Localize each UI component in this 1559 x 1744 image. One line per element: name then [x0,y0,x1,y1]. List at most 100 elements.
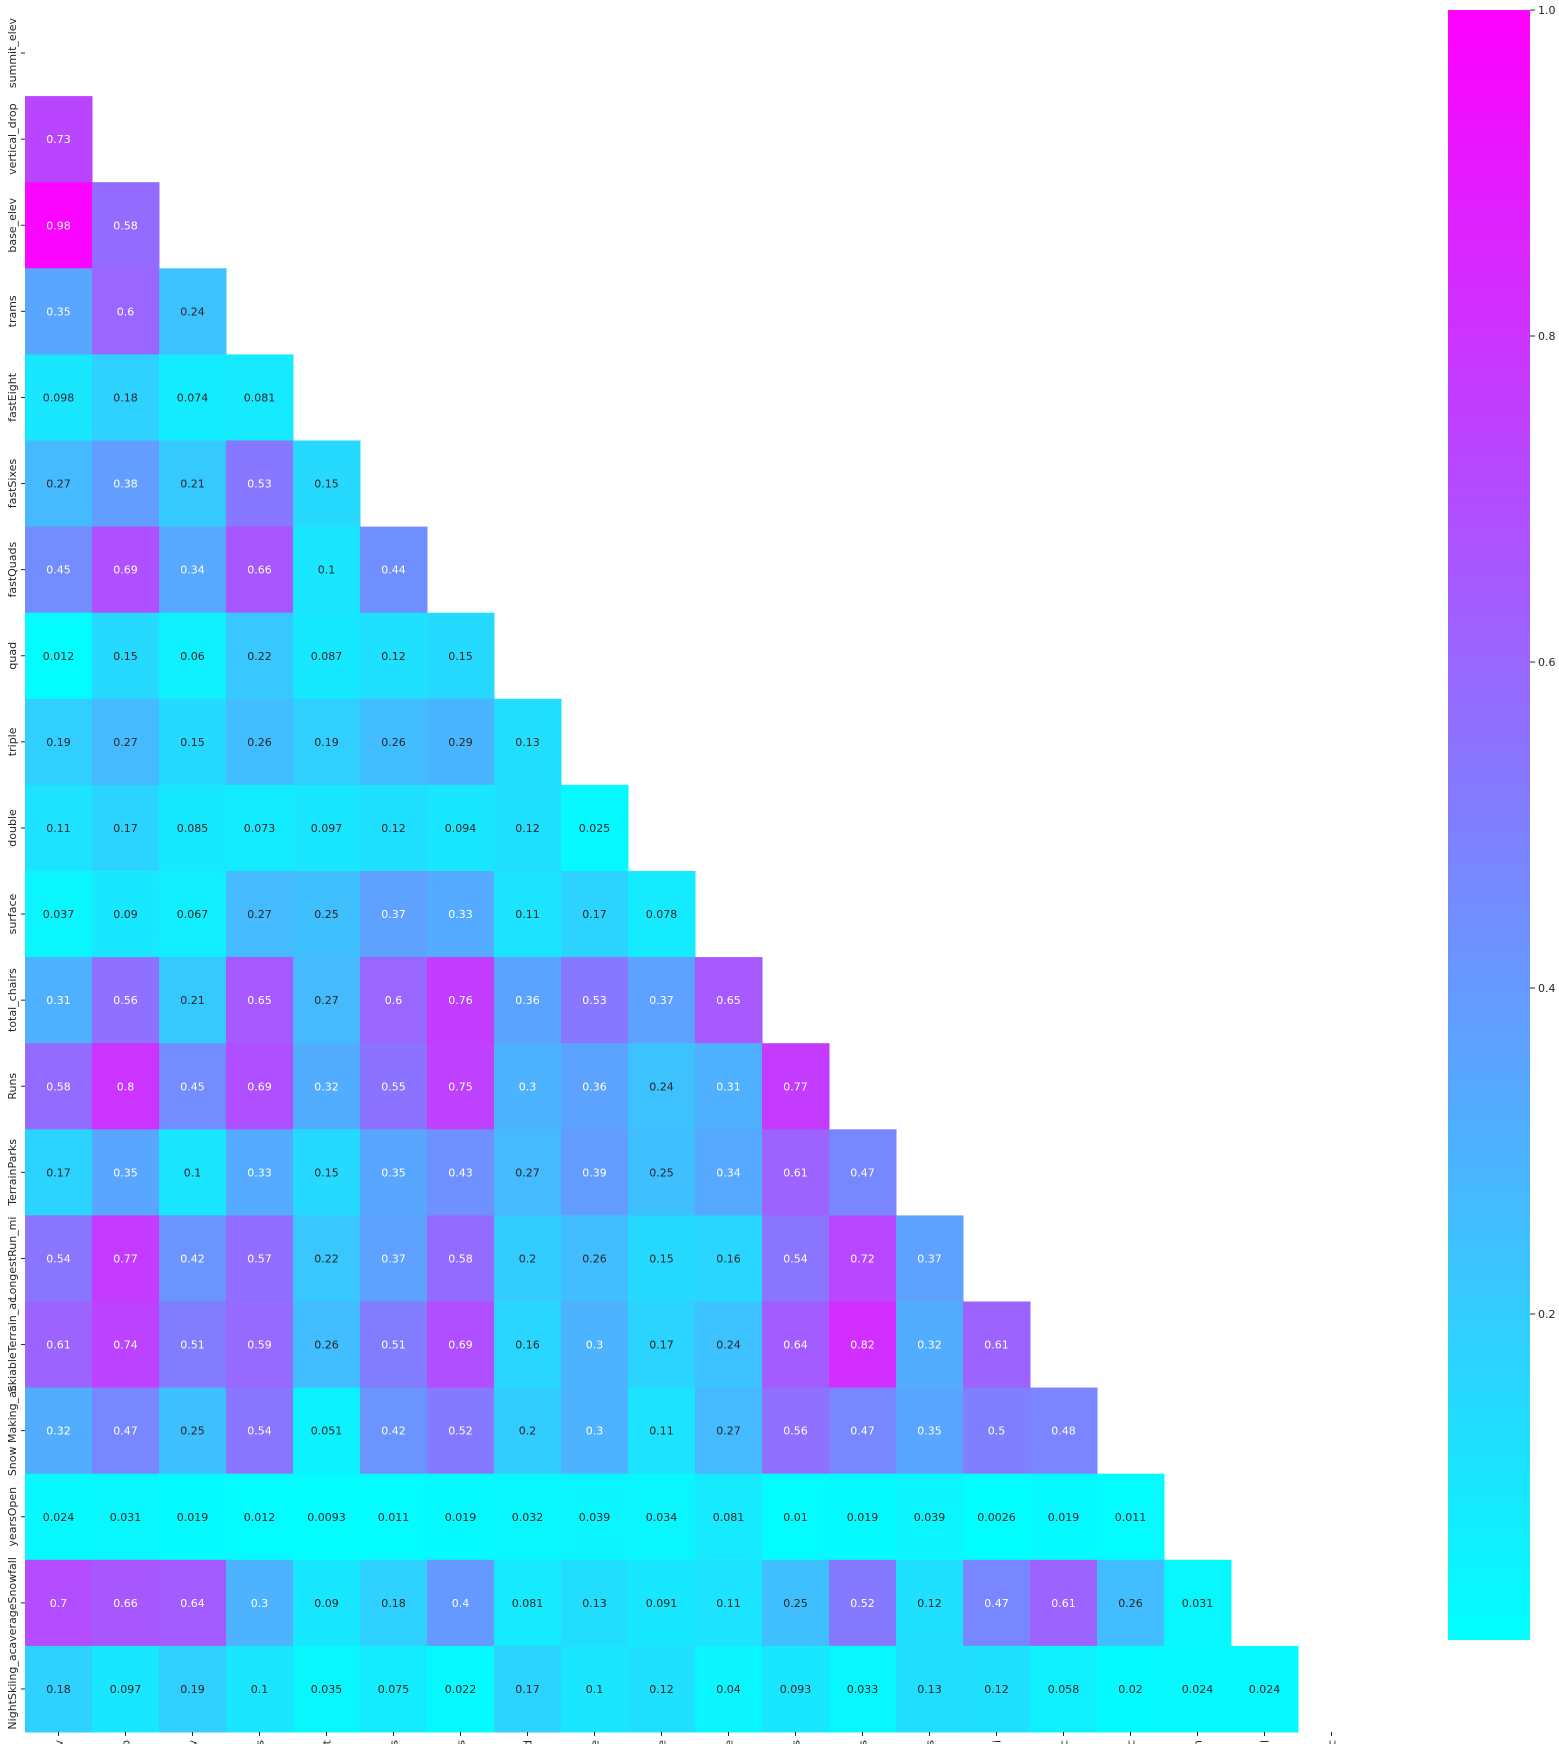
heatmap-cell [226,1387,294,1475]
colorbar-tick-label: 1.0 [1538,4,1556,17]
y-tick-label: surface [6,893,19,934]
cell-annotations: 0.73 0.98 0.58 0.35 0.6 0.24 0.098 0.18 0.074 0.0… [43,133,1281,1696]
cell-annotation: 0.53 [582,994,607,1007]
y-tick-label: NightSkiing_ac [6,1648,19,1729]
cell-annotation: 0.26 [1118,1597,1143,1610]
cell-annotation: 0.55 [381,1080,406,1093]
cell-annotation: 0.35 [113,1166,138,1179]
cell-annotation: 0.17 [113,822,138,835]
cell-annotation: 0.58 [113,219,138,232]
heatmap-cell [628,1301,696,1389]
cell-annotation: 0.69 [247,1080,272,1093]
heatmap-cell [92,1559,160,1647]
heatmap-cell [293,871,361,958]
heatmap-cell [92,440,160,528]
cell-annotation: 0.24 [649,1080,674,1093]
heatmap-cell [25,1473,93,1561]
heatmap-cell [159,784,227,872]
heatmap-cell [561,1043,629,1130]
heatmap-cell [92,1043,160,1130]
cell-annotation: 0.76 [448,994,473,1007]
cell-annotation: 0.13 [515,736,540,749]
heatmap-cell [360,1129,428,1216]
cell-annotation: 0.21 [180,478,205,491]
cell-annotation: 0.24 [716,1339,741,1352]
cell-annotation: 0.98 [46,219,71,232]
heatmap-cell [896,1387,964,1475]
heatmap-cell [92,1473,160,1561]
cell-annotation: 0.26 [247,736,272,749]
heatmap-cell [226,440,294,528]
cell-annotation: 0.04 [716,1683,741,1696]
cell-annotation: 0.19 [314,736,339,749]
x-tick-label: fastEight [321,1739,334,1744]
cell-annotation: 0.25 [783,1597,808,1610]
heatmap-cell [25,354,93,441]
heatmap-cell [963,1473,1031,1561]
x-tick-label: summit_elev [53,1740,66,1744]
cell-annotation: 0.081 [512,1597,544,1610]
cell-annotation: 0.7 [50,1597,68,1610]
cell-annotation: 0.58 [448,1252,473,1265]
y-tick-label: SkiableTerrain_ac [6,1297,19,1392]
cell-annotation: 0.26 [314,1339,339,1352]
heatmap-cell [762,1645,830,1733]
heatmap-cell [427,871,495,958]
heatmap-cell [896,1473,964,1561]
heatmap-cell [92,871,160,958]
heatmap-cell [427,698,495,786]
heatmap-cell [963,1559,1031,1647]
cell-annotation: 0.09 [314,1597,339,1610]
heatmap-cell [293,698,361,786]
heatmap-cell [896,1215,964,1302]
heatmap-cell [494,1129,562,1216]
cell-annotation: 0.38 [113,478,138,491]
y-tick-label: averageSnowfall [6,1557,19,1648]
cell-annotation: 0.078 [646,908,678,921]
cell-annotation: 0.37 [381,1252,406,1265]
cell-annotation: 0.37 [917,1252,942,1265]
heatmap-cell [762,1129,830,1216]
y-tick-label: LongestRun_mi [6,1217,19,1301]
heatmap-cell [360,957,428,1044]
cell-annotation: 0.48 [1051,1425,1076,1438]
cell-annotation: 0.33 [247,1166,272,1179]
heatmap-cell [494,957,562,1044]
heatmap-cell [628,957,696,1044]
heatmap-cell [360,1645,428,1733]
cell-annotation: 0.19 [46,736,71,749]
cell-annotation: 0.012 [43,650,75,663]
heatmap-cell [159,957,227,1044]
heatmap-cell [92,1301,160,1389]
y-tick-label: Snow Making_ac [6,1385,19,1476]
cell-annotation: 0.77 [113,1252,138,1265]
cell-annotation: 0.64 [783,1339,808,1352]
cell-annotation: 0.26 [381,736,406,749]
cell-annotation: 0.47 [850,1166,875,1179]
cell-annotation: 0.31 [716,1080,741,1093]
heatmap-cell [92,612,160,700]
heatmap-cell [293,1215,361,1302]
heatmap-cell [628,1215,696,1302]
heatmap-cell [360,612,428,700]
y-tick-label: Runs [6,1073,19,1100]
heatmap-cell [494,1559,562,1647]
cell-annotation: 0.75 [448,1080,473,1093]
heatmap-cell [628,1473,696,1561]
heatmap-cell [226,784,294,872]
x-tick-label: averageSnowfall [1259,1740,1272,1744]
cell-annotation: 0.37 [649,994,674,1007]
heatmap-cell [25,612,93,700]
heatmap-cell [92,1645,160,1733]
cell-annotation: 0.36 [515,994,540,1007]
colorbar: 0.2 0.4 0.6 0.8 1.0 [1448,4,1556,1640]
cell-annotation: 0.72 [850,1252,875,1265]
cell-annotation: 0.024 [1249,1683,1281,1696]
cell-annotation: 0.54 [46,1252,71,1265]
cell-annotation: 0.025 [579,822,611,835]
cell-annotation: 0.081 [244,391,276,404]
cell-annotation: 0.33 [448,908,473,921]
heatmap-cell [293,1043,361,1130]
cell-annotation: 0.43 [448,1166,473,1179]
